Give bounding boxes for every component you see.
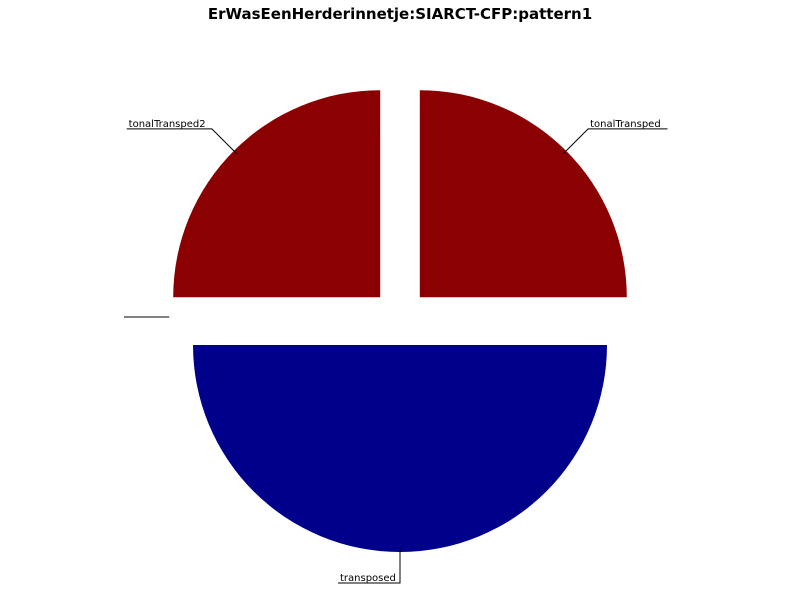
slice-label-tonaltransped2: tonalTransped2 bbox=[129, 119, 206, 130]
slice-label-tonaltransped: tonalTransped bbox=[590, 119, 661, 130]
pie-slice-transposed-0 bbox=[193, 345, 607, 552]
leader-line-tonaltransped-1 bbox=[562, 128, 668, 155]
slice-label-transposed: transposed bbox=[340, 573, 396, 584]
pie-slices bbox=[173, 90, 627, 552]
pie-slice-tonaltransped-1 bbox=[419, 90, 627, 298]
leader-line-transposed-0 bbox=[338, 547, 401, 584]
leader-line-tonaltransped2-2 bbox=[126, 128, 238, 155]
pie-labels: transposed tonalTransped tonalTransped2 bbox=[123, 119, 668, 584]
chart-title: ErWasEenHerderinnetje:SIARCT-CFP:pattern… bbox=[208, 5, 592, 23]
pie-slice-tonaltransped2-2 bbox=[173, 90, 381, 298]
